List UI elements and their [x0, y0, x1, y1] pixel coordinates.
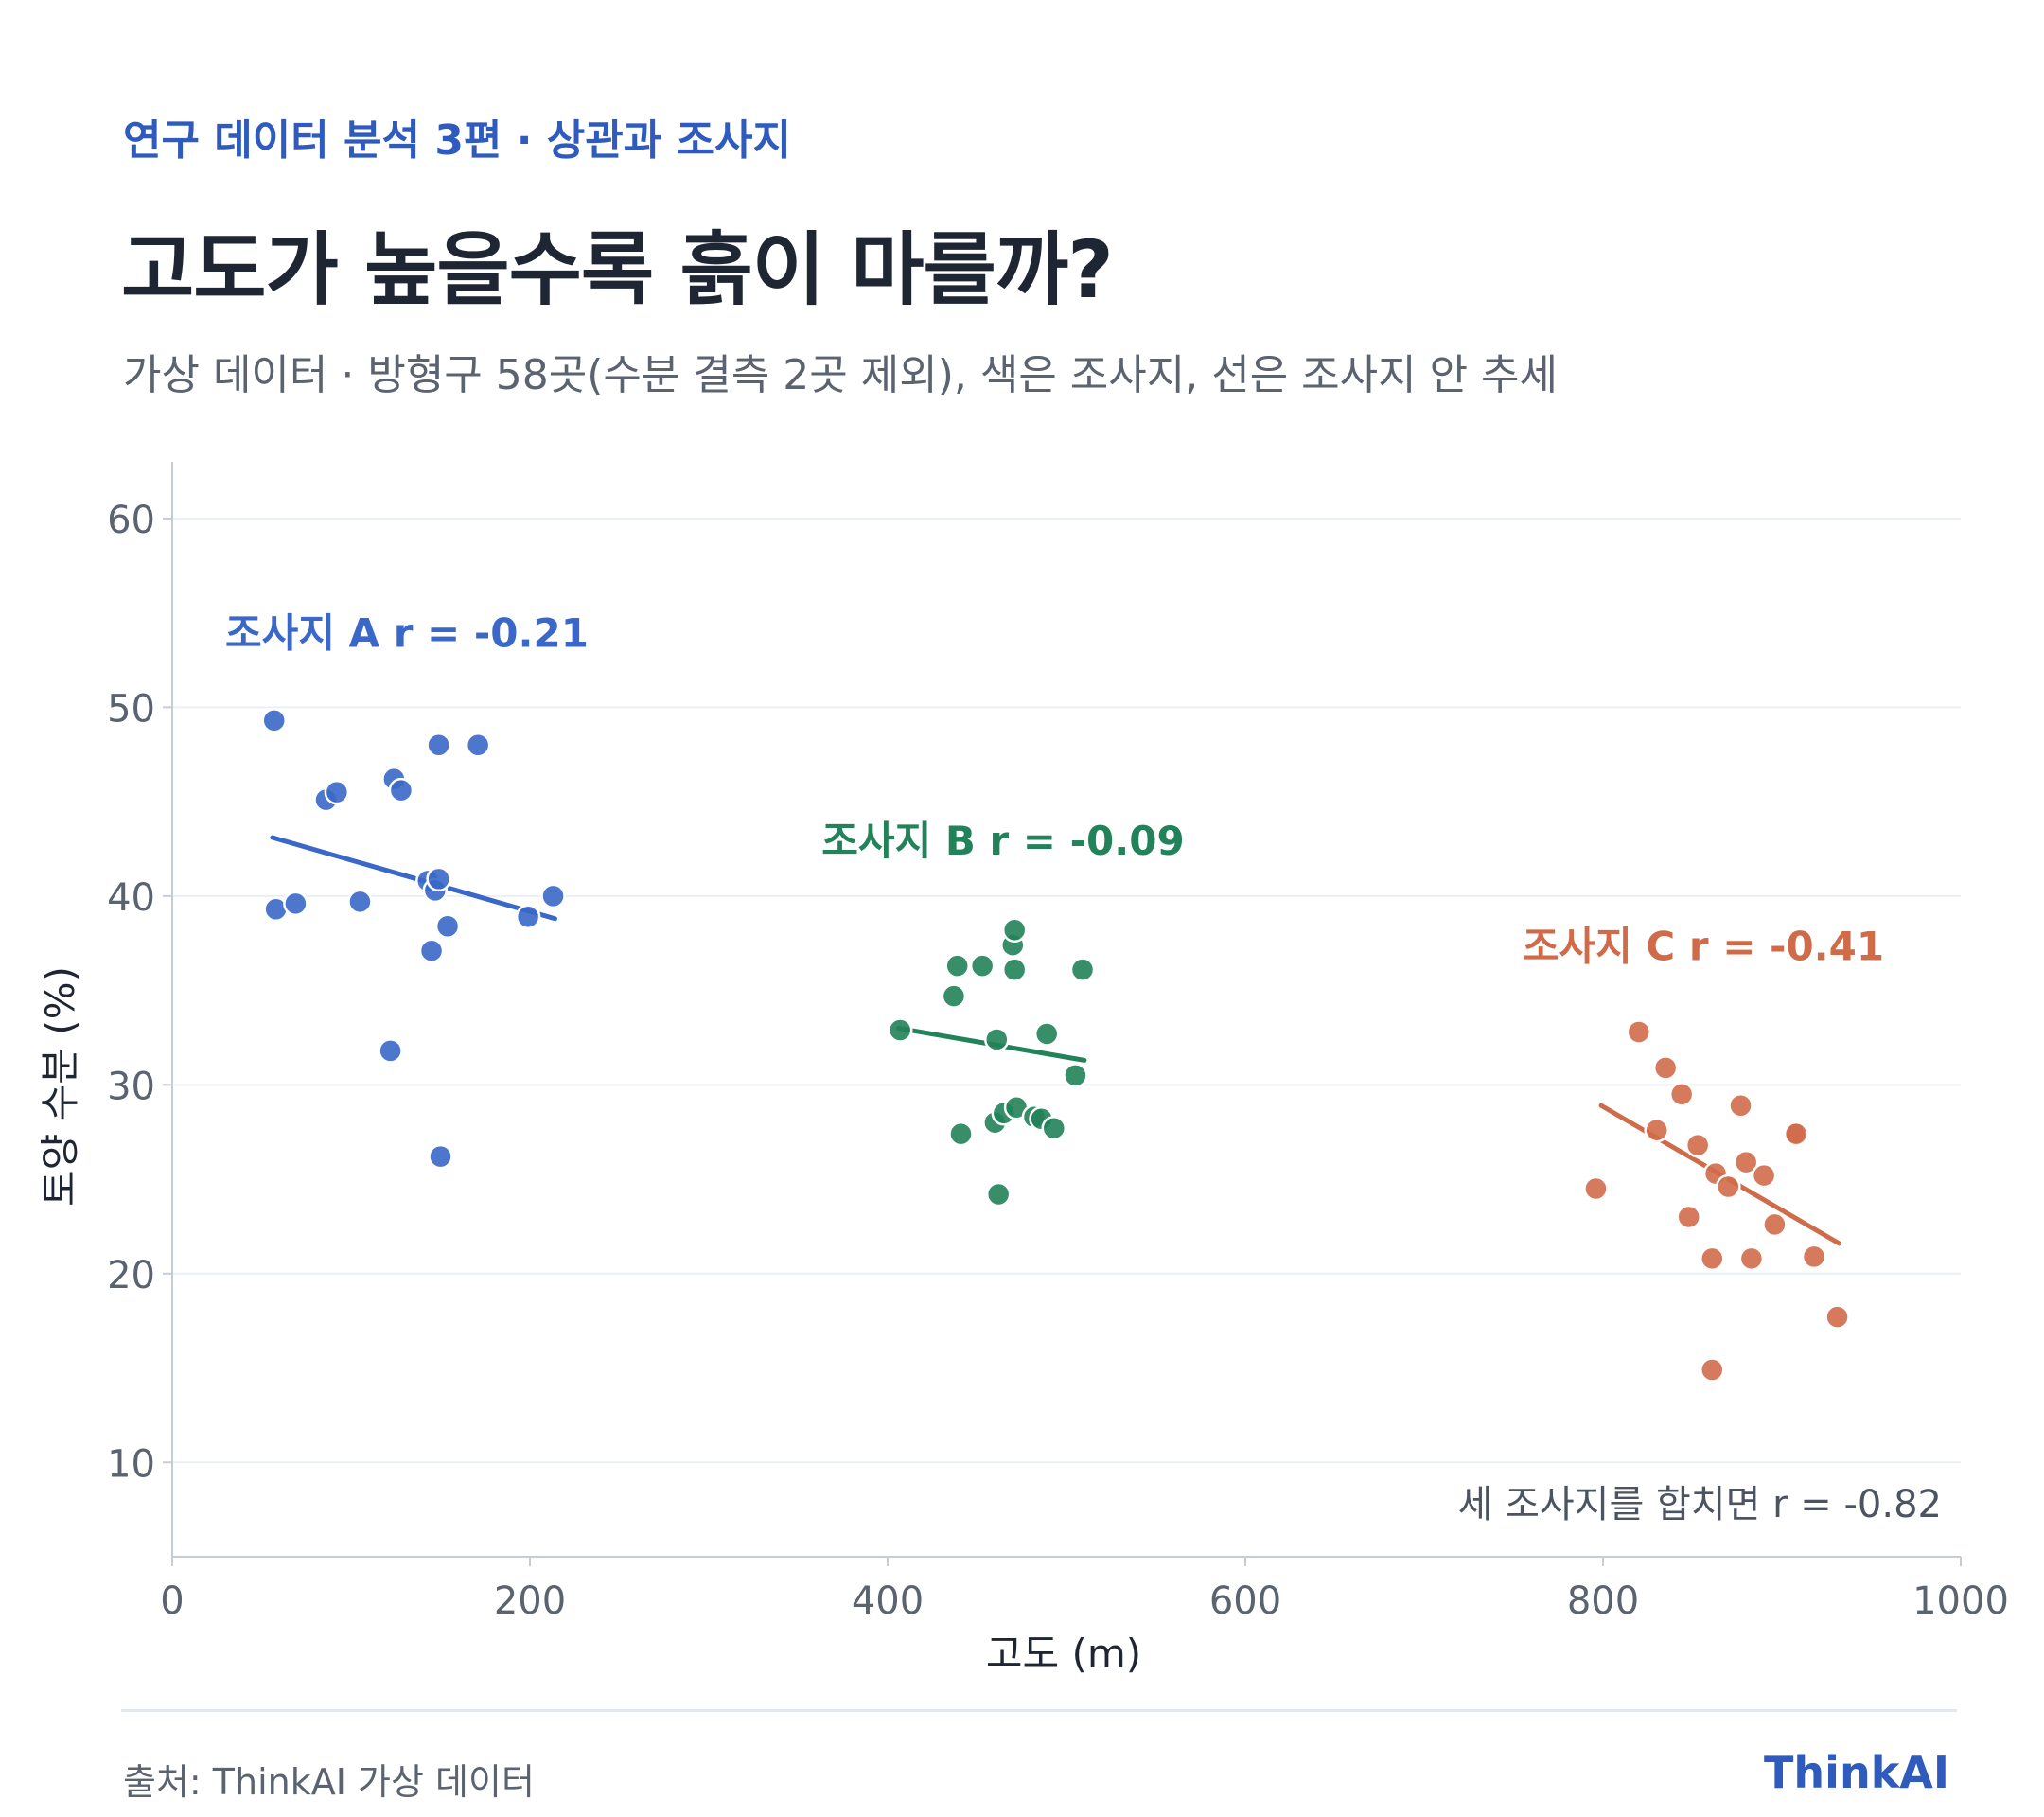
- point-3-7: [1684, 1132, 1711, 1158]
- point-1-1: [261, 708, 287, 733]
- point-1-13: [426, 866, 451, 892]
- grid-lines: [172, 517, 1961, 1464]
- data-points: [261, 708, 1850, 1383]
- point-1-17: [465, 732, 491, 758]
- point-3-4: [1652, 1055, 1679, 1081]
- point-3-15: [1751, 1162, 1777, 1189]
- point-2-12: [1001, 957, 1028, 982]
- tick-label-y-20: 20: [107, 1254, 155, 1297]
- subtitle: 가상 데이터 · 방형구 58곳(수분 결측 2곳 제외), 색은 조사지, 선…: [123, 351, 1559, 399]
- series-labels: 조사지 A r = -0.21 조사지 B r = -0.09 조사지 C r = …: [225, 610, 1884, 970]
- point-2-19: [1069, 957, 1096, 982]
- point-2-11: [1001, 917, 1028, 943]
- series-label-3: 조사지 C r = -0.41: [1523, 924, 1884, 970]
- point-2-7: [984, 1027, 1010, 1052]
- tick-label-y-10: 10: [107, 1442, 155, 1486]
- point-3-19: [1801, 1244, 1827, 1270]
- point-3-5: [1668, 1082, 1695, 1107]
- point-1-19: [540, 883, 566, 909]
- tick-label-y-40: 40: [107, 876, 155, 920]
- point-2-3: [944, 953, 970, 979]
- point-2-5: [969, 953, 996, 979]
- page-title: 고도가 높을수록 흙이 마를까?: [121, 223, 1114, 316]
- series-label-2: 조사지 B r = -0.09: [821, 818, 1184, 864]
- point-3-18: [1783, 1120, 1809, 1147]
- y-axis-label: 토양 수분 (%): [37, 966, 83, 1207]
- point-3-3: [1644, 1117, 1669, 1143]
- point-3-11: [1716, 1173, 1741, 1200]
- tick-label-x-800: 800: [1567, 1579, 1639, 1623]
- point-3-13: [1733, 1149, 1759, 1175]
- point-3-1: [1583, 1175, 1609, 1202]
- point-2-2: [941, 983, 967, 1009]
- tick-label-x-0: 0: [160, 1579, 184, 1623]
- point-2-8: [985, 1181, 1012, 1208]
- point-2-4: [948, 1120, 974, 1147]
- brand-logo: ThinkAI: [1764, 1747, 1949, 1798]
- combined-correlation-note: 세 조사지를 합치면 r = -0.82: [1458, 1483, 1942, 1526]
- trend-line-1: [270, 835, 557, 922]
- point-2-18: [1063, 1063, 1088, 1088]
- point-3-8: [1700, 1245, 1725, 1272]
- point-3-12: [1728, 1093, 1753, 1119]
- series-label-1: 조사지 A r = -0.21: [225, 610, 589, 657]
- x-axis-label: 고도 (m): [986, 1631, 1141, 1677]
- point-1-15: [428, 1143, 453, 1170]
- point-1-18: [515, 904, 541, 930]
- source-note: 출처: ThinkAI 가상 데이터: [123, 1761, 535, 1803]
- tick-label-x-200: 200: [494, 1579, 566, 1623]
- tick-label-x-1000: 1000: [1912, 1579, 2009, 1623]
- tick-label-y-50: 50: [107, 687, 155, 731]
- point-3-6: [1676, 1204, 1701, 1230]
- point-3-20: [1824, 1304, 1850, 1330]
- kicker: 연구 데이터 분석 3편 · 상관과 조사지: [123, 116, 791, 165]
- point-1-3: [283, 891, 308, 917]
- point-1-9: [388, 777, 414, 803]
- tick-label-y-30: 30: [107, 1065, 155, 1108]
- point-1-11: [418, 938, 445, 963]
- point-3-9: [1700, 1357, 1725, 1383]
- point-1-14: [426, 732, 451, 758]
- point-1-16: [434, 913, 461, 940]
- point-2-1: [887, 1017, 913, 1043]
- point-2-17: [1041, 1115, 1067, 1141]
- point-1-6: [347, 889, 373, 915]
- tick-label-x-400: 400: [852, 1579, 924, 1623]
- point-1-7: [378, 1038, 403, 1064]
- point-3-16: [1762, 1211, 1788, 1238]
- footer-divider: [121, 1709, 1957, 1712]
- tick-label-y-60: 60: [107, 499, 155, 542]
- point-2-16: [1033, 1021, 1060, 1047]
- point-3-2: [1626, 1019, 1652, 1045]
- point-1-5: [324, 779, 350, 805]
- point-3-14: [1738, 1245, 1765, 1272]
- tick-label-x-600: 600: [1209, 1579, 1281, 1623]
